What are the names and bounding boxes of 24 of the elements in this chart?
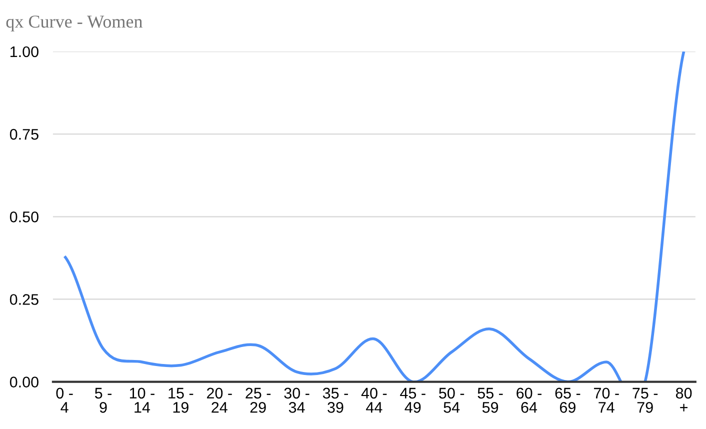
x-tick-label: 50 - 54 [439, 388, 464, 413]
x-tick-label: 25 - 29 [246, 388, 271, 413]
x-tick-label: 30 - 34 [284, 388, 310, 413]
x-tick-label: 70 - 74 [594, 388, 619, 413]
x-tick-label: 40 - 44 [361, 388, 387, 413]
x-tick-label: 20 - 24 [206, 388, 232, 413]
y-tick-label: 0.50 [10, 212, 38, 222]
chart-title: qx Curve - Women [6, 16, 143, 32]
y-tick-label: 0.25 [10, 294, 38, 305]
line-series [63, 51, 686, 382]
x-tick-label: 35 - 39 [322, 388, 348, 413]
x-tick-label: 55 - 59 [478, 388, 503, 413]
x-tick-label: 10 - 14 [130, 388, 154, 413]
y-tick-label: 1.00 [10, 46, 38, 58]
x-tick-label: 0 - 4 [56, 388, 73, 413]
x-tick-label: 45 - 49 [400, 388, 426, 413]
x-tick-label: 80 + [676, 388, 692, 412]
x-tick-label: 65 - 69 [555, 388, 580, 413]
x-tick-label: 15 - 19 [168, 388, 194, 413]
x-tick-label: 75 - 79 [632, 388, 658, 413]
y-tick-label: 0.00 [10, 376, 38, 388]
x-tick-label: 5 - 9 [94, 388, 112, 413]
y-tick-label: 0.75 [10, 128, 38, 140]
x-tick-label: 60 - 64 [516, 388, 542, 413]
